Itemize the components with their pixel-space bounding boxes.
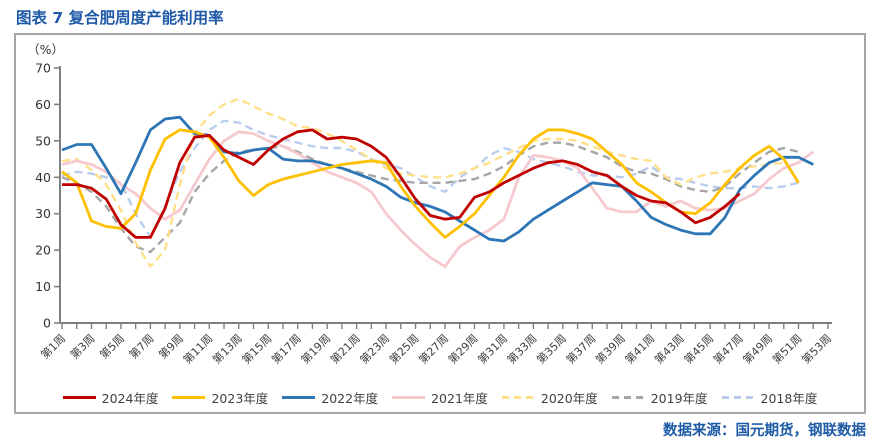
x-tick-label: 第49周 [740, 331, 775, 366]
legend-item-2023年度: 2023年度 [172, 388, 268, 407]
x-tick-label: 第3周 [67, 331, 97, 361]
series-line-2024年度 [62, 128, 741, 239]
legend-item-2021年度: 2021年度 [392, 388, 488, 407]
x-tick-label: 第17周 [268, 331, 303, 366]
legend-label: 2024年度 [101, 391, 159, 406]
x-tick-label: 第35周 [534, 331, 569, 366]
x-tick-label: 第31周 [475, 331, 510, 366]
legend-swatch [501, 396, 535, 399]
x-tick-label: 第39周 [593, 331, 628, 366]
y-tick-label: 30 [35, 206, 51, 221]
x-tick-label: 第11周 [180, 331, 215, 366]
x-tick-label: 第21周 [327, 331, 362, 366]
x-tick-label: 第25周 [386, 331, 421, 366]
legend-swatch [611, 396, 645, 399]
x-tick-label: 第37周 [563, 331, 598, 366]
x-tick-label: 第19周 [298, 331, 333, 366]
legend-label: 2020年度 [540, 391, 598, 406]
x-tick-label: 第45周 [681, 331, 716, 366]
legend-label: 2021年度 [431, 391, 488, 406]
legend-swatch [282, 396, 316, 399]
y-tick-label: 50 [35, 133, 51, 148]
y-tick-label: 0 [43, 316, 51, 331]
y-tick-label: 10 [35, 279, 51, 294]
y-tick-label: 20 [35, 243, 51, 258]
y-tick-label: 60 [35, 97, 51, 112]
x-tick-label: 第43周 [651, 331, 686, 366]
legend-item-2024年度: 2024年度 [62, 388, 159, 407]
series-line-2022年度 [61, 115, 814, 243]
x-tick-label: 第33周 [504, 331, 539, 366]
legend: 2024年度 2023年度 2022年度 2021年度 2020年度 2019年度 2018… [16, 388, 864, 407]
x-tick-label: 第27周 [416, 331, 451, 366]
x-tick-label: 第13周 [210, 331, 245, 366]
x-tick-label: 第29周 [445, 331, 480, 366]
legend-item-2018年度: 2018年度 [721, 388, 818, 407]
y-tick-label: 40 [35, 170, 51, 185]
x-tick-label: 第5周 [97, 331, 127, 361]
x-tick-label: 第53周 [799, 331, 834, 366]
legend-label: 2019年度 [650, 391, 708, 406]
legend-label: 2018年度 [760, 391, 818, 406]
y-axis-unit: （%） [27, 42, 64, 57]
x-tick-label: 第15周 [239, 331, 274, 366]
legend-label: 2022年度 [321, 391, 379, 406]
series-line-2018年度 [61, 119, 799, 239]
series-line-2021年度 [61, 130, 815, 268]
legend-item-2022年度: 2022年度 [282, 388, 378, 407]
x-tick-label: 第7周 [126, 331, 156, 361]
x-tick-label: 第1周 [38, 331, 68, 361]
series-line-2020年度 [61, 97, 784, 268]
series-line-2019年度 [61, 141, 799, 254]
legend-swatch [172, 396, 206, 399]
data-source: 数据来源：国元期货，钢联数据 [663, 423, 866, 439]
legend-item-2019年度: 2019年度 [611, 388, 708, 407]
x-tick-label: 第41周 [622, 331, 657, 366]
chart-title: 图表 7 复合肥周度产能利用率 [16, 9, 224, 27]
x-tick-label: 第47周 [710, 331, 745, 366]
x-tick-label: 第23周 [357, 331, 392, 366]
legend-label: 2023年度 [211, 391, 269, 406]
legend-swatch [62, 396, 96, 399]
x-tick-label: 第51周 [769, 331, 804, 366]
legend-swatch [392, 396, 426, 399]
chart-frame: 0 10 20 30 40 50 60 70 （%） 第1周 第3周 第5周 第7周 第9周 第11周 第13… [14, 33, 866, 414]
y-tick-label: 70 [35, 61, 51, 76]
legend-swatch [721, 396, 755, 399]
legend-item-2020年度: 2020年度 [501, 388, 598, 407]
